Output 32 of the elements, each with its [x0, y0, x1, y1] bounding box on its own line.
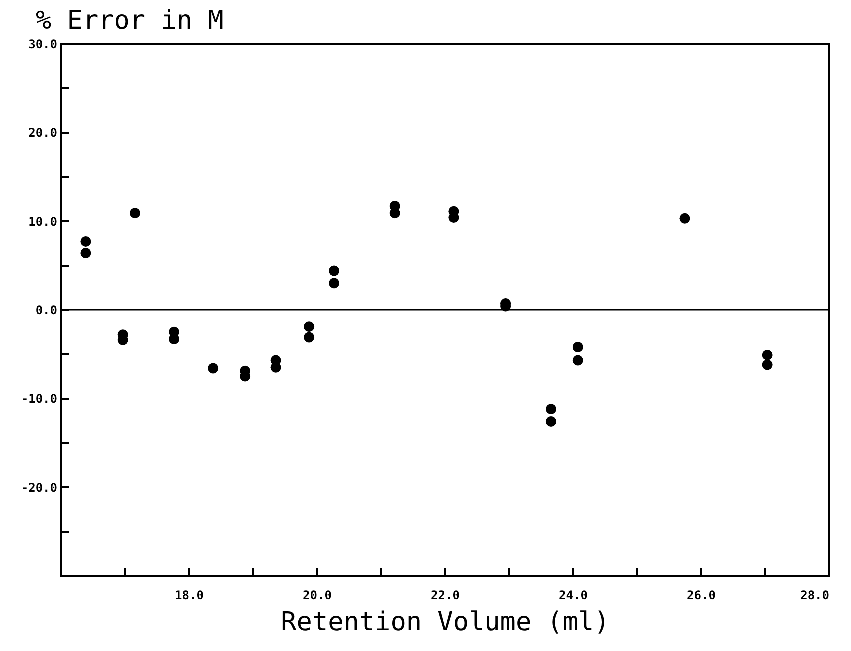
- y-tick-label: -20.0: [21, 480, 58, 495]
- point: [680, 213, 690, 224]
- point: [762, 350, 773, 360]
- point: [169, 334, 180, 344]
- point: [130, 208, 140, 219]
- point: [208, 363, 219, 374]
- point: [390, 208, 400, 219]
- point: [80, 236, 92, 247]
- point: [546, 416, 556, 427]
- y-tick-label: 30.0: [28, 38, 58, 52]
- x-tick-label: 26.0: [687, 588, 716, 602]
- point: [304, 332, 315, 343]
- x-tick-label: 20.0: [303, 588, 332, 602]
- point: [304, 322, 315, 332]
- x-tick-label: 24.0: [559, 588, 588, 602]
- point: [448, 212, 460, 224]
- chart-title: % Error in M: [36, 6, 224, 36]
- x-tick-label: 28.0: [800, 588, 830, 602]
- point: [572, 355, 584, 366]
- y-tick-label: -10.0: [21, 392, 58, 406]
- point: [329, 278, 340, 289]
- point: [80, 248, 92, 258]
- y-tick-label: 20.0: [28, 126, 58, 140]
- x-axis-title: Retention Volume (ml): [281, 608, 610, 638]
- point: [329, 266, 340, 276]
- point: [762, 360, 773, 370]
- x-tick-label: 22.0: [431, 588, 460, 602]
- y-tick-label: 0.0: [36, 304, 58, 318]
- point: [572, 342, 584, 352]
- y-tick-label: 10.0: [28, 214, 58, 229]
- point: [546, 404, 556, 415]
- x-tick-label: 18.0: [175, 588, 204, 602]
